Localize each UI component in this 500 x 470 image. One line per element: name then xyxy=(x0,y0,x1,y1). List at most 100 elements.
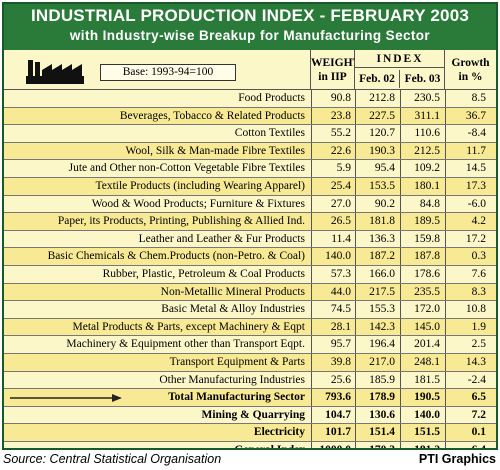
row-weight: 27.0 xyxy=(311,195,355,213)
row-index-feb02: 196.4 xyxy=(355,336,400,353)
summary-row: Electricity 101.7 151.4 151.5 0.1 xyxy=(4,424,496,442)
row-growth: 6.5 xyxy=(445,389,496,406)
row-name: Paper, its Products, Printing, Publishin… xyxy=(57,215,305,228)
table-row: Wool, Silk & Man-made Fibre Textiles 22.6… xyxy=(4,142,496,161)
column-header-growth-line2: in % xyxy=(458,71,483,83)
row-weight: 26.5 xyxy=(311,213,355,230)
table-row: Wood & Wood Products; Furniture & Fixtur… xyxy=(4,195,496,214)
row-growth: 1.9 xyxy=(445,318,496,336)
row-weight: 25.4 xyxy=(311,178,355,195)
row-growth: 8.5 xyxy=(445,90,496,107)
row-index-feb02: 130.6 xyxy=(355,406,400,424)
table-row: Food Products 90.8 212.8 230.5 8.5 xyxy=(4,90,496,108)
row-name: General Index xyxy=(234,444,305,450)
row-index-feb02: 90.2 xyxy=(355,195,400,213)
row-index-feb03: 109.2 xyxy=(400,160,445,177)
table-row: Other Manufacturing Industries 25.6 185.9 1… xyxy=(4,371,496,390)
row-name: Basic Chemicals & Chem.Products (non-Pet… xyxy=(47,250,305,263)
column-header-feb03: Feb. 03 xyxy=(404,73,441,85)
row-index-feb03: 187.8 xyxy=(400,248,445,265)
column-header-index-label: INDEX xyxy=(355,52,445,68)
table-row: Basic Metal & Alloy Industries 74.5 155.3 1… xyxy=(4,301,496,319)
column-header-index: INDEX Feb. 02 Feb. 03 xyxy=(355,50,445,90)
row-index-feb03: 212.5 xyxy=(400,142,445,160)
row-weight: 44.0 xyxy=(311,283,355,301)
row-growth: 2.5 xyxy=(445,336,496,353)
row-index-feb02: 155.3 xyxy=(355,301,400,318)
row-growth: 4.2 xyxy=(445,213,496,230)
table-row: Non-Metallic Mineral Products 44.0 217.5 23… xyxy=(4,283,496,302)
row-index-feb02: 217.5 xyxy=(355,283,400,301)
table-row: Cotton Textiles 55.2 120.7 110.6 -8.4 xyxy=(4,125,496,143)
column-header-weight-line2: in IIP xyxy=(318,71,347,83)
chart-subtitle: with Industry-wise Breakup for Manufactu… xyxy=(69,28,431,43)
row-weight: 95.7 xyxy=(311,336,355,353)
column-header-weight-line1: WEIGHT xyxy=(311,57,361,69)
chart-frame: INDUSTRIAL PRODUCTION INDEX - FEBRUARY 2… xyxy=(2,2,498,450)
row-weight: 39.8 xyxy=(311,354,355,371)
row-index-feb02: 120.7 xyxy=(355,125,400,142)
row-index-feb02: 190.3 xyxy=(355,142,400,160)
row-name: Metal Products & Parts, except Machinery… xyxy=(72,320,305,333)
arrow-right-icon xyxy=(10,394,122,403)
row-index-feb03: 140.0 xyxy=(400,406,445,424)
row-index-feb03: 180.1 xyxy=(400,178,445,195)
row-index-feb03: 145.0 xyxy=(400,318,445,336)
table-row: Textile Products (including Wearing Appa… xyxy=(4,178,496,196)
summary-row: Total Manufacturing Sector 793.6 178.9 190.… xyxy=(4,389,496,407)
row-growth: 6.4 xyxy=(445,442,496,448)
row-growth: 7.2 xyxy=(445,406,496,424)
row-weight: 74.5 xyxy=(311,301,355,318)
row-index-feb02: 187.2 xyxy=(355,248,400,265)
column-header-weight: WEIGHT in IIP xyxy=(311,50,361,90)
row-name: Non-Metallic Mineral Products xyxy=(160,285,305,298)
row-name: Beverages, Tobacco & Related Products xyxy=(119,109,305,122)
row-weight: 11.4 xyxy=(311,230,355,248)
table-row: Paper, its Products, Printing, Publishin… xyxy=(4,213,496,231)
row-growth: 14.5 xyxy=(445,160,496,177)
row-growth: -2.4 xyxy=(445,371,496,389)
row-index-feb03: 178.6 xyxy=(400,266,445,283)
row-growth: 14.3 xyxy=(445,354,496,371)
row-weight: 140.0 xyxy=(311,248,355,265)
row-index-feb02: 136.3 xyxy=(355,230,400,248)
row-index-feb03: 84.8 xyxy=(400,195,445,213)
summary-row: General Index 1000.0 170.3 181.2 6.4 xyxy=(4,442,496,450)
summary-row: Mining & Quarrying 104.7 130.6 140.0 7.2 xyxy=(4,406,496,425)
row-weight: 104.7 xyxy=(311,406,355,424)
row-name: Textile Products (including Wearing Appa… xyxy=(95,180,305,192)
row-name: Mining & Quarrying xyxy=(201,408,305,421)
table-row: Metal Products & Parts, except Machinery… xyxy=(4,318,496,337)
row-growth: -8.4 xyxy=(445,125,496,142)
row-weight: 793.6 xyxy=(311,389,355,406)
row-index-feb03: 181.2 xyxy=(400,442,445,448)
row-name: Total Manufacturing Sector xyxy=(168,391,305,404)
title-banner: INDUSTRIAL PRODUCTION INDEX - FEBRUARY 2… xyxy=(4,4,496,50)
row-name: Cotton Textiles xyxy=(234,127,305,140)
row-weight: 101.7 xyxy=(311,424,355,441)
table-row: Machinery & Equipment other than Transpo… xyxy=(4,336,496,354)
row-name: Food Products xyxy=(238,92,305,104)
row-name: Other Manufacturing Industries xyxy=(159,373,305,386)
factory-icon xyxy=(26,60,84,84)
row-index-feb03: 110.6 xyxy=(400,125,445,142)
header-left-panel: Base: 1993-94=100 xyxy=(4,50,311,90)
table-row: Transport Equipment & Parts 39.8 217.0 248.… xyxy=(4,354,496,372)
table-row: Leather and Leather & Fur Products 11.4 13… xyxy=(4,230,496,249)
row-name: Rubber, Plastic, Petroleum & Coal Produc… xyxy=(102,268,305,280)
row-index-feb02: 151.4 xyxy=(355,424,400,441)
table-row: Basic Chemicals & Chem.Products (non-Pet… xyxy=(4,248,496,266)
table-row: Beverages, Tobacco & Related Products 23.… xyxy=(4,107,496,126)
row-index-feb02: 95.4 xyxy=(355,160,400,177)
row-weight: 5.9 xyxy=(311,160,355,177)
row-name: Basic Metal & Alloy Industries xyxy=(161,303,305,316)
row-growth: 36.7 xyxy=(445,107,496,125)
row-name: Leather and Leather & Fur Products xyxy=(138,232,305,245)
row-growth: 0.3 xyxy=(445,248,496,265)
row-weight: 22.6 xyxy=(311,142,355,160)
row-index-feb02: 227.5 xyxy=(355,107,400,125)
table-row: Rubber, Plastic, Petroleum & Coal Produc… xyxy=(4,266,496,284)
row-index-feb03: 181.5 xyxy=(400,371,445,389)
row-index-feb03: 151.5 xyxy=(400,424,445,441)
row-growth: 11.7 xyxy=(445,142,496,160)
